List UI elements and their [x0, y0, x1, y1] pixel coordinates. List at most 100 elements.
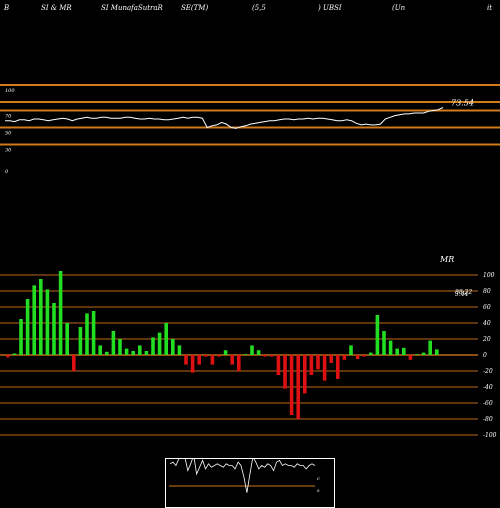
mrsi-bar	[39, 279, 43, 355]
mrsi-bar	[197, 355, 201, 365]
mrsi-bar	[164, 323, 168, 355]
mrsi-bar	[210, 355, 215, 365]
mini-marker-c: c	[317, 476, 320, 482]
header-seg-0: B	[4, 4, 10, 12]
mrsi-bar	[243, 354, 248, 355]
mrsi-bar	[105, 351, 109, 355]
header-seg-6: (Un	[392, 4, 406, 12]
mrsi-bar	[395, 348, 399, 355]
mini-marker-s: s	[317, 488, 320, 494]
mrsi-bar	[72, 355, 76, 371]
mrsi-last-label: 88.22	[455, 289, 472, 296]
mrsi-bar	[124, 348, 129, 355]
mrsi-bar	[256, 350, 261, 355]
header-seg-7: it	[487, 4, 493, 12]
mrsi-bar	[78, 327, 83, 355]
mrsi-bar	[408, 355, 413, 360]
mrsi-bar	[428, 340, 432, 355]
mrsi-bar	[19, 319, 23, 355]
mrsi-bar	[296, 355, 300, 419]
mrsi-bar	[65, 323, 69, 355]
mrsi-bar	[421, 352, 426, 355]
mrsi-bar	[85, 313, 89, 355]
mrsi-bar	[111, 331, 116, 355]
mrsi-bar	[375, 315, 380, 355]
mrsi-bar	[204, 355, 208, 357]
header-seg-5: ) UBSI	[318, 4, 342, 12]
mrsi-tick-label: -100	[483, 432, 497, 439]
mrsi-bar	[230, 355, 234, 365]
rsi-tick-label: 0	[5, 169, 9, 175]
mrsi-bar	[131, 351, 135, 355]
rsi-chart: 100 70 50 30 0 73.54	[0, 84, 500, 175]
mrsi-tick-label: 60	[483, 304, 491, 311]
mrsi-bar	[336, 355, 340, 379]
mrsi-last-label-2: 3.44	[455, 291, 469, 298]
mrsi-tick-label: -60	[483, 400, 493, 407]
header-seg-2: SI MunafaSutraR	[101, 4, 163, 12]
mrsi-bar	[362, 355, 366, 357]
mrsi-bar	[263, 355, 267, 357]
mrsi-tick-label: 80	[483, 288, 491, 295]
mrsi-bar	[382, 331, 386, 355]
mrsi-bar	[32, 285, 36, 355]
mrsi-bar	[6, 355, 10, 358]
mrsi-bar	[151, 337, 155, 355]
rsi-tick-label: 30	[5, 148, 12, 154]
mrsi-bar	[342, 355, 347, 360]
mrsi-tick-label: 100	[483, 272, 495, 279]
mrsi-bar	[217, 355, 221, 357]
mrsi-tick-label: 40	[482, 320, 491, 327]
mrsi-bar	[12, 353, 17, 355]
mrsi-bar	[270, 355, 274, 357]
mrsi-tick-label: -40	[483, 384, 493, 391]
mrsi-bar	[329, 355, 333, 363]
mrsi-bar	[369, 352, 373, 355]
mrsi-bar	[91, 311, 96, 355]
mrsi-tick-label: -20	[483, 368, 493, 375]
rsi-tick-label: 100	[5, 88, 15, 94]
rsi-tick-label: 70	[5, 114, 12, 120]
mrsi-bar	[289, 355, 294, 415]
mrsi-bar	[157, 332, 162, 355]
mrsi-bar	[276, 355, 281, 375]
mini-line	[169, 458, 316, 493]
mrsi-bar	[435, 349, 439, 355]
header-seg-4: (5,5	[252, 4, 266, 12]
mrsi-bar	[58, 271, 63, 355]
mrsi-label: MR	[439, 255, 454, 264]
mrsi-bar	[52, 303, 56, 355]
mrsi-tick-label: -80	[483, 416, 493, 423]
header-seg-3: SE(TM)	[181, 4, 209, 12]
mrsi-bar	[45, 289, 50, 355]
mrsi-bar	[177, 345, 182, 355]
mrsi-bar	[223, 350, 228, 355]
mrsi-bar	[316, 355, 320, 370]
mrsi-bar	[349, 345, 353, 355]
mrsi-bar	[250, 345, 254, 355]
mrsi-bar	[303, 355, 307, 394]
rsi-last-label: 73.54	[451, 98, 474, 107]
mrsi-bar	[144, 351, 149, 355]
mrsi-bar	[138, 345, 142, 355]
mrsi-tick-label: 0	[483, 352, 487, 359]
mini-chart: cs	[165, 458, 335, 508]
mrsi-bar	[25, 299, 30, 355]
mrsi-bar	[388, 340, 393, 355]
mrsi-bar	[118, 339, 122, 355]
rsi-line	[5, 107, 444, 129]
mrsi-bar	[98, 345, 102, 355]
mrsi-bar	[237, 355, 241, 371]
mrsi-bar	[190, 355, 195, 373]
mrsi-chart: 100 80 60 40 20 0 -20 -40 -60 -80 -100 MR 88.223.44	[0, 255, 497, 439]
rsi-tick-label: 50	[5, 131, 12, 137]
mrsi-bar	[283, 355, 287, 389]
mrsi-bar	[184, 355, 188, 365]
mrsi-bar	[322, 355, 327, 381]
mrsi-bar	[171, 339, 175, 355]
mrsi-bar	[415, 354, 419, 355]
mrsi-bar	[402, 347, 406, 355]
mrsi-bar	[355, 355, 360, 359]
header-seg-1: SI & MR	[41, 4, 72, 12]
mrsi-bar	[309, 355, 314, 375]
